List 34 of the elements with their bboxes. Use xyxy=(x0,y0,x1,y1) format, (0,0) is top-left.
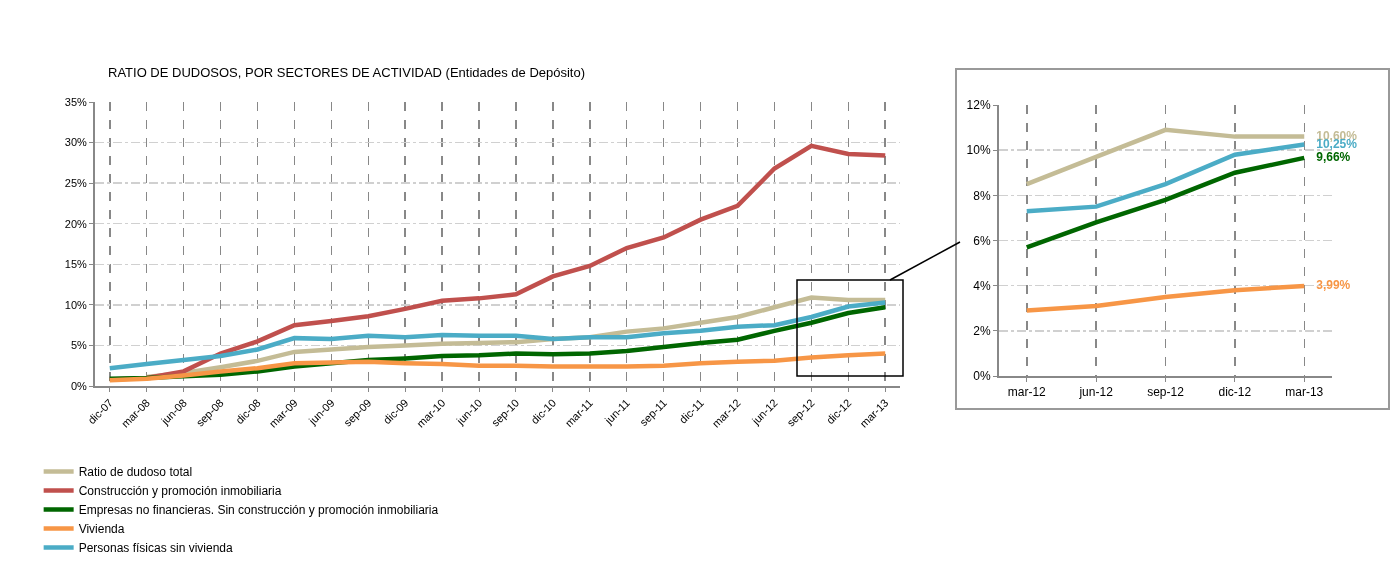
line-series xyxy=(1024,142,1307,214)
y-tick-label: 6% xyxy=(973,233,991,248)
y-tick-label: 0% xyxy=(70,379,88,392)
y-tick-label: 10% xyxy=(64,298,87,311)
y-tick-label: 12% xyxy=(966,98,991,113)
y-tick-label: 4% xyxy=(973,278,991,293)
x-tick-label: mar-12 xyxy=(1007,385,1047,400)
legend-label: Empresas no financieras. Sin construcción y promoción inmobiliaria xyxy=(78,503,439,518)
y-tick-label: 0% xyxy=(973,369,991,384)
y-tick-label: 8% xyxy=(973,188,991,203)
y-tick-label: 5% xyxy=(70,339,88,352)
y-tick-label: 15% xyxy=(64,258,87,271)
data-label: 9,66% xyxy=(1304,149,1351,164)
y-tick-label: 2% xyxy=(973,324,991,339)
x-tick-label: sep-12 xyxy=(1147,385,1185,400)
data-label: 3,99% xyxy=(1304,277,1351,292)
legend-label: Ratio de dudoso total xyxy=(78,465,193,480)
y-tick-label: 10% xyxy=(966,143,991,158)
line-series xyxy=(107,351,888,383)
line-series xyxy=(1024,283,1307,313)
line-series xyxy=(1024,127,1307,187)
x-tick-label: mar-13 xyxy=(1285,385,1324,400)
line-series xyxy=(1024,155,1307,250)
y-tick-label: 30% xyxy=(64,136,87,149)
legend-label: Vivienda xyxy=(78,522,125,537)
y-tick-label: 25% xyxy=(64,176,87,189)
x-tick-label: jun-12 xyxy=(1078,385,1114,400)
line-series xyxy=(107,300,888,371)
y-tick-label: 35% xyxy=(64,95,87,108)
legend-label: Personas físicas sin vivienda xyxy=(78,541,234,556)
x-tick-label: dic-12 xyxy=(1218,385,1252,400)
y-tick-label: 20% xyxy=(64,217,87,230)
chart-title: RATIO DE DUDOSOS, POR SECTORES DE ACTIVIDAD (Entidades de Depósito) xyxy=(108,65,586,81)
legend-label: Construcción y promoción inmobiliaria xyxy=(78,484,282,499)
